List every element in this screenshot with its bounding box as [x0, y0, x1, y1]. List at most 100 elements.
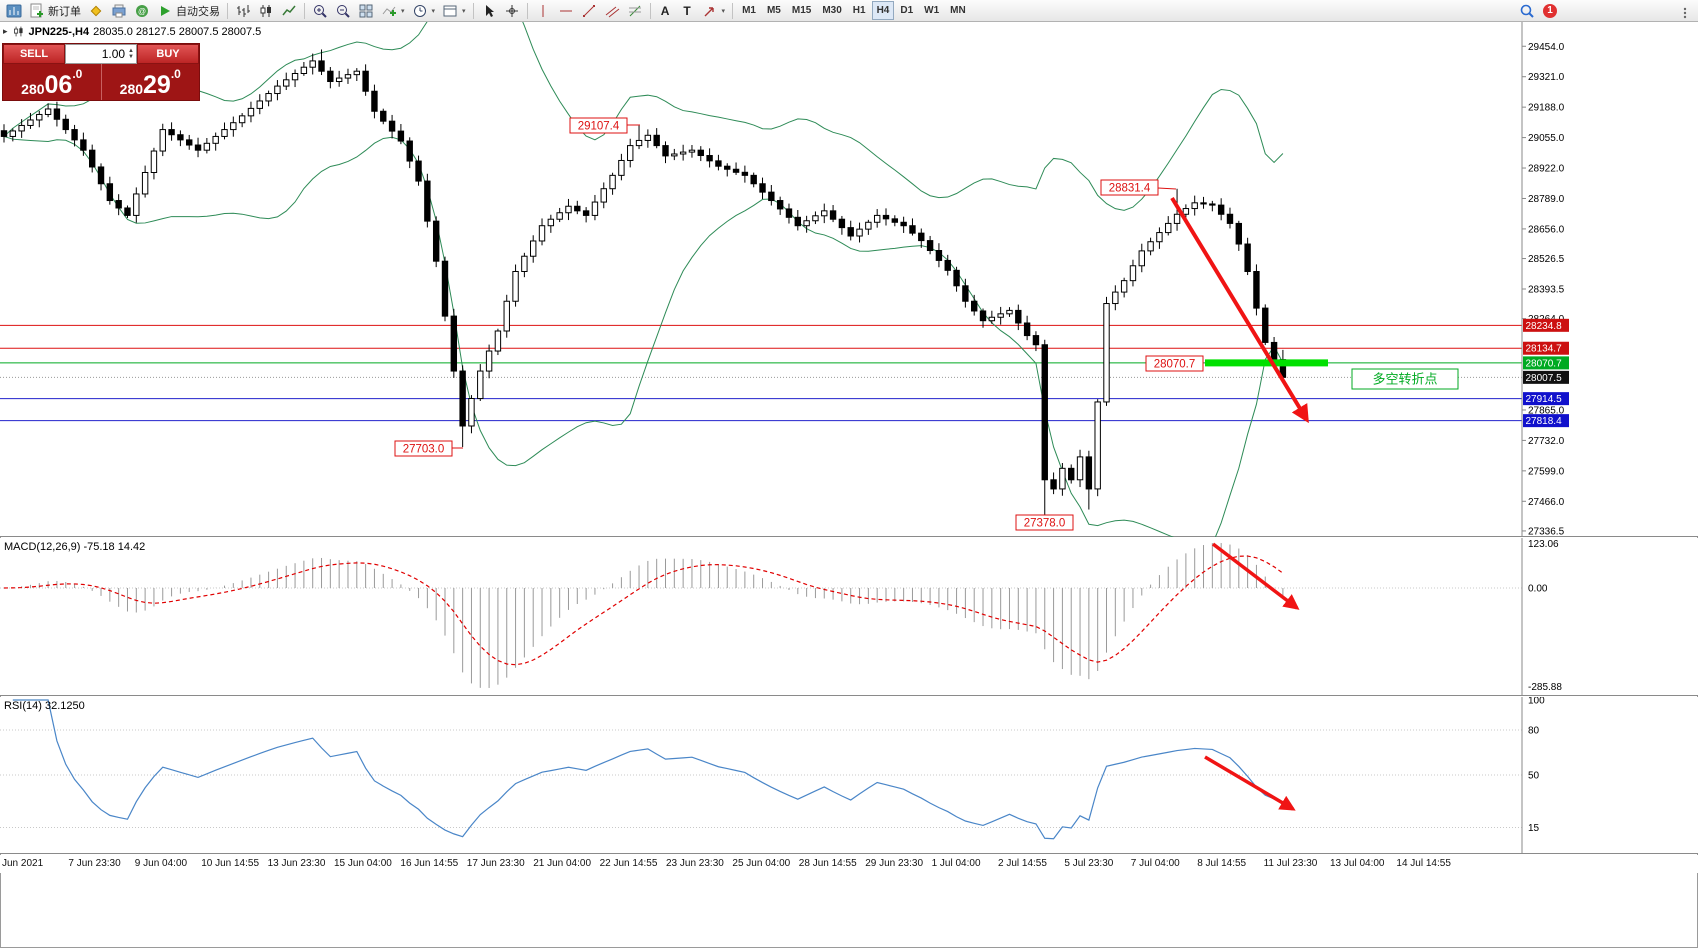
time-axis-label: 21 Jun 04:00 [533, 858, 592, 869]
volume-value[interactable]: 1.00 [101, 47, 126, 61]
timeframe-M1[interactable]: M1 [737, 1, 761, 20]
time-axis[interactable]: Jun 2021 7 Jun 23:30 9 Jun 04:00 10 Jun 14:… [0, 855, 1698, 873]
timeframe-M30[interactable]: M30 [817, 1, 846, 20]
svg-text:27818.4: 27818.4 [1526, 416, 1563, 427]
price-chart-panel: 29107.4 28831.4 27703.0 27378.0 28070.7 多空转折点… [0, 22, 1698, 537]
arrows-button[interactable]: ▾ [699, 1, 729, 20]
volume-down-arrow[interactable]: ▼ [128, 54, 134, 60]
app-button[interactable] [3, 1, 25, 20]
text-tool-icon: A [660, 3, 670, 18]
svg-text:28007.5: 28007.5 [1526, 373, 1563, 384]
timeframe-MN[interactable]: MN [945, 1, 971, 20]
toolbar-separator [227, 2, 228, 19]
channel-button[interactable] [601, 1, 623, 20]
horizontal-line-button[interactable] [555, 1, 577, 20]
dropdown-caret-icon: ▾ [721, 7, 726, 15]
svg-text:29188.0: 29188.0 [1528, 103, 1565, 114]
time-axis-label: 8 Jul 14:55 [1197, 858, 1247, 869]
svg-text:28070.7: 28070.7 [1526, 358, 1563, 369]
fibonacci-button[interactable] [624, 1, 646, 20]
trendline-icon [582, 4, 595, 17]
tile-windows-button[interactable] [355, 1, 377, 20]
timeframe-H1[interactable]: H1 [848, 1, 871, 20]
svg-text:29055.0: 29055.0 [1528, 133, 1565, 144]
volume-up-arrow[interactable]: ▲ [128, 48, 134, 54]
search-button[interactable] [1516, 1, 1538, 20]
crosshair-button[interactable] [501, 1, 523, 20]
rsi-chart[interactable]: 100 80 50 15 [0, 697, 1698, 854]
dropdown-caret-icon: ▾ [462, 7, 466, 15]
macd-chart[interactable]: 123.06 0.00 -285.88 [0, 538, 1698, 696]
periods-button[interactable]: ▾ [409, 1, 439, 20]
svg-text:27466.0: 27466.0 [1528, 497, 1565, 508]
time-axis-label: 13 Jul 04:00 [1330, 858, 1385, 869]
price-chart[interactable]: 29107.4 28831.4 27703.0 27378.0 28070.7 多空转折点… [0, 22, 1698, 537]
bar-chart-button[interactable] [232, 1, 254, 20]
community-button[interactable]: @ [131, 1, 153, 20]
buy-button[interactable]: BUY [137, 44, 199, 64]
text-label-button[interactable]: T [677, 1, 698, 20]
svg-text:-285.88: -285.88 [1528, 682, 1562, 693]
text-button[interactable]: A [655, 1, 676, 20]
buy-price: 280 29.0 [100, 64, 200, 100]
toolbar-overflow-button[interactable] [1674, 3, 1696, 22]
timeframe-D1[interactable]: D1 [895, 1, 918, 20]
zoom-in-button[interactable] [309, 1, 331, 20]
timeframe-M15[interactable]: M15 [787, 1, 816, 20]
arrow-tool-icon [704, 6, 714, 16]
time-axis-label: 13 Jun 23:30 [267, 858, 326, 869]
svg-text:28234.8: 28234.8 [1526, 321, 1563, 332]
autotrading-button[interactable]: 自动交易 [154, 1, 223, 20]
svg-text:27703.0: 27703.0 [403, 444, 445, 456]
svg-text:27865.0: 27865.0 [1528, 405, 1565, 416]
autotrading-play-icon [161, 5, 170, 16]
template-icon [443, 5, 457, 16]
svg-text:15: 15 [1528, 823, 1540, 834]
svg-text:28656.0: 28656.0 [1528, 224, 1565, 235]
svg-text:27732.0: 27732.0 [1528, 436, 1565, 447]
vertical-line-button[interactable] [532, 1, 554, 20]
svg-text:123.06: 123.06 [1528, 539, 1559, 550]
rsi-label: RSI(14) 32.1250 [4, 700, 85, 712]
cursor-button[interactable] [478, 1, 500, 20]
time-axis-label: 22 Jun 14:55 [599, 858, 658, 869]
zoom-out-button[interactable] [332, 1, 354, 20]
timeframe-M5[interactable]: M5 [762, 1, 786, 20]
timeframe-W1[interactable]: W1 [919, 1, 944, 20]
timeframe-H4[interactable]: H4 [871, 1, 895, 20]
time-axis-label: 7 Jul 04:00 [1130, 858, 1180, 869]
symbol-period-title: JPN225-,H4 [28, 25, 90, 38]
time-axis-label: 17 Jun 23:30 [466, 858, 525, 869]
time-axis-label: 14 Jul 14:55 [1396, 858, 1451, 869]
time-axis-label: 5 Jul 23:30 [1064, 858, 1114, 869]
favorites-button[interactable] [85, 1, 107, 20]
new-order-icon [30, 3, 43, 17]
svg-text:27914.5: 27914.5 [1526, 394, 1563, 405]
time-axis-label: Jun 2021 [2, 858, 44, 869]
notification-badge[interactable]: 1 [1543, 3, 1557, 18]
trendline-button[interactable] [578, 1, 600, 20]
zoom-in-icon [314, 4, 327, 18]
time-axis-label: 15 Jun 04:00 [334, 858, 392, 869]
svg-text:28831.4: 28831.4 [1109, 183, 1151, 195]
candlestick-chart-button[interactable] [255, 1, 277, 20]
line-chart-icon [282, 5, 296, 15]
crosshair-icon [505, 4, 518, 17]
svg-text:0.00: 0.00 [1528, 584, 1548, 595]
chart-window-icon [6, 4, 22, 17]
indicators-button[interactable]: ▾ [378, 1, 408, 20]
sell-button[interactable]: SELL [3, 44, 65, 64]
collapse-arrow-icon[interactable]: ▸ [3, 26, 8, 36]
dropdown-caret-icon: ▾ [401, 7, 405, 15]
line-chart-button[interactable] [278, 1, 300, 20]
new-order-button[interactable]: 新订单 [26, 1, 84, 20]
fibonacci-icon [628, 5, 641, 16]
toolbar-separator [649, 2, 651, 19]
timeframe-toolbar: M1 M5 M15 M30 H1 H4 D1 W1 MN [737, 1, 971, 20]
time-axis-label: 16 Jun 14:55 [400, 858, 459, 869]
svg-text:80: 80 [1528, 726, 1540, 737]
volume-stepper[interactable]: 1.00 ▲ ▼ [65, 44, 137, 64]
templates-button[interactable]: ▾ [439, 1, 469, 20]
svg-text:100: 100 [1528, 697, 1545, 707]
print-preview-button[interactable] [108, 1, 130, 20]
